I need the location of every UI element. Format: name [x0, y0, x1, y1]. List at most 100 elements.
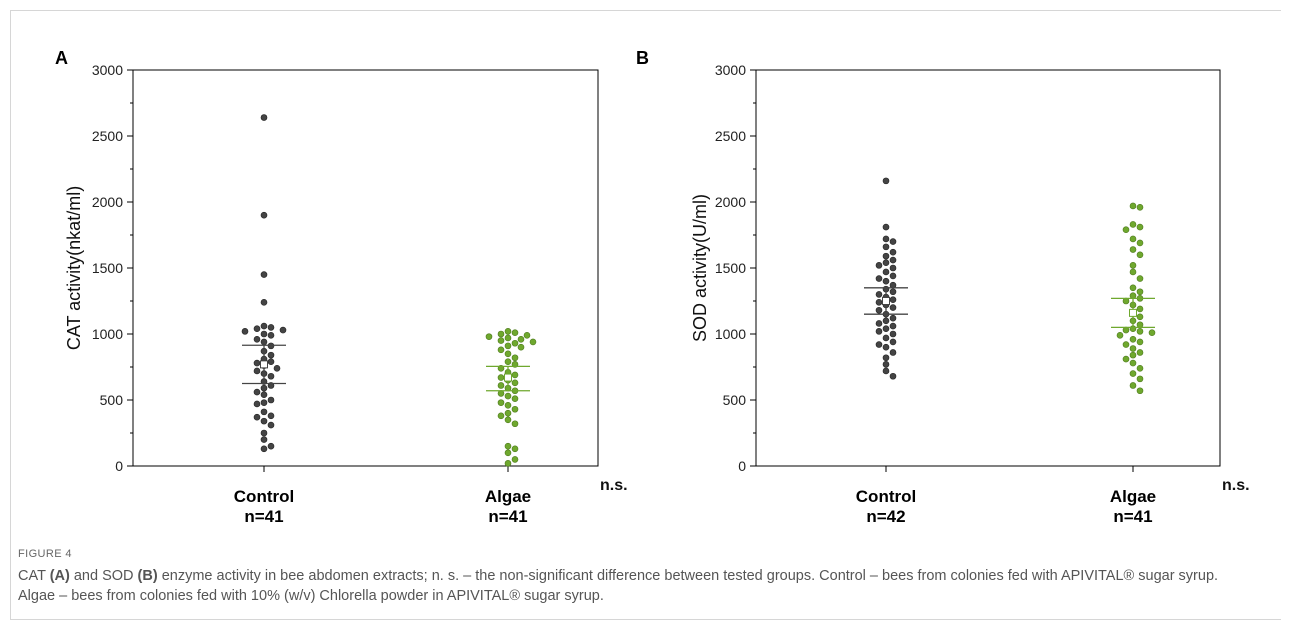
mean-marker — [1129, 308, 1137, 317]
figure-frame-bottom — [10, 619, 1281, 620]
data-point — [1136, 365, 1144, 372]
panel-label: B — [636, 48, 649, 68]
data-point — [889, 238, 897, 245]
data-point — [260, 211, 268, 219]
data-point — [1129, 221, 1137, 228]
data-point — [889, 288, 897, 296]
data-point — [882, 223, 890, 231]
significance-label: n.s. — [1222, 477, 1250, 494]
mean-marker — [260, 360, 268, 369]
data-point — [875, 320, 883, 327]
data-point — [260, 338, 268, 346]
y-tick-label: 0 — [738, 458, 746, 474]
data-point — [260, 322, 268, 330]
data-point — [497, 346, 505, 354]
data-point — [497, 399, 505, 406]
data-point — [253, 400, 261, 408]
plot-frame — [755, 69, 1221, 467]
data-point — [267, 342, 275, 350]
data-point — [504, 350, 512, 358]
data-point — [875, 328, 883, 335]
data-point — [1136, 239, 1144, 247]
data-point — [1129, 235, 1137, 243]
x-tick-label: Control — [856, 487, 916, 506]
data-point — [504, 460, 512, 467]
x-tick-n-label: n=42 — [866, 507, 905, 526]
data-point — [497, 374, 505, 381]
data-point — [875, 341, 883, 348]
mean-marker — [504, 373, 512, 382]
y-tick-label: 1500 — [715, 260, 746, 276]
y-axis-label: CAT activity(nkat/ml) — [64, 186, 84, 350]
data-point — [1129, 359, 1137, 367]
data-point — [523, 332, 531, 339]
y-tick-label: 500 — [100, 392, 124, 408]
data-point — [504, 342, 512, 350]
data-point — [1129, 335, 1137, 343]
data-point — [504, 442, 512, 450]
data-point — [1136, 328, 1144, 335]
data-point — [882, 268, 890, 276]
y-tick-label: 2500 — [715, 128, 746, 144]
data-point — [517, 343, 525, 351]
data-point — [267, 351, 275, 359]
data-point — [889, 272, 897, 280]
figure-label: FIGURE 4 — [18, 548, 72, 560]
data-point — [253, 367, 261, 375]
figure-frame — [10, 10, 1281, 620]
data-point — [279, 326, 287, 334]
data-point — [882, 277, 890, 285]
plot-frame — [132, 69, 599, 467]
data-point — [1136, 375, 1144, 383]
y-tick-label: 3000 — [715, 62, 746, 78]
data-point — [504, 328, 512, 335]
data-point — [267, 372, 275, 380]
data-point — [260, 299, 268, 306]
data-point — [485, 333, 493, 340]
y-tick-label: 3000 — [92, 62, 123, 78]
x-tick-n-label: n=41 — [1113, 507, 1152, 526]
data-point — [529, 338, 537, 346]
data-point — [511, 420, 519, 428]
data-point — [267, 412, 275, 420]
data-point — [260, 114, 268, 121]
data-point — [882, 317, 890, 325]
data-point — [267, 421, 275, 429]
x-tick-n-label: n=41 — [244, 507, 283, 526]
data-point — [511, 395, 519, 402]
x-tick-label: Algae — [485, 487, 531, 506]
data-point — [889, 248, 897, 256]
figure-caption: CAT (A) and SOD (B) enzyme activity in b… — [18, 568, 1219, 604]
data-point — [253, 413, 261, 421]
data-point — [511, 371, 519, 379]
data-point — [1122, 226, 1130, 234]
data-point — [882, 177, 890, 185]
data-point — [889, 322, 897, 330]
data-point — [875, 262, 883, 269]
data-point — [1136, 338, 1144, 346]
data-point — [517, 335, 525, 343]
data-point — [260, 408, 268, 416]
data-point — [497, 330, 505, 338]
data-point — [889, 338, 897, 346]
data-point — [267, 396, 275, 404]
data-point — [882, 235, 890, 243]
y-tick-label: 1000 — [715, 326, 746, 342]
y-tick-label: 2000 — [715, 194, 746, 210]
data-point — [882, 252, 890, 260]
data-point — [267, 358, 275, 366]
panel-b: 0 500 1000 1500 2000 2500 3000 SOD activity(U/m… — [636, 48, 1250, 526]
y-tick-label: 2000 — [92, 194, 123, 210]
data-point — [882, 367, 890, 375]
panel-label: A — [55, 48, 68, 68]
data-point — [260, 399, 268, 406]
data-point — [511, 329, 519, 336]
data-point — [497, 412, 505, 420]
data-point — [1136, 387, 1144, 395]
data-point — [260, 330, 268, 338]
x-tick-label: Control — [234, 487, 294, 506]
data-point — [1148, 329, 1156, 336]
y-tick-label: 1000 — [92, 326, 123, 342]
data-point — [882, 259, 890, 267]
y-tick-label: 2500 — [92, 128, 123, 144]
